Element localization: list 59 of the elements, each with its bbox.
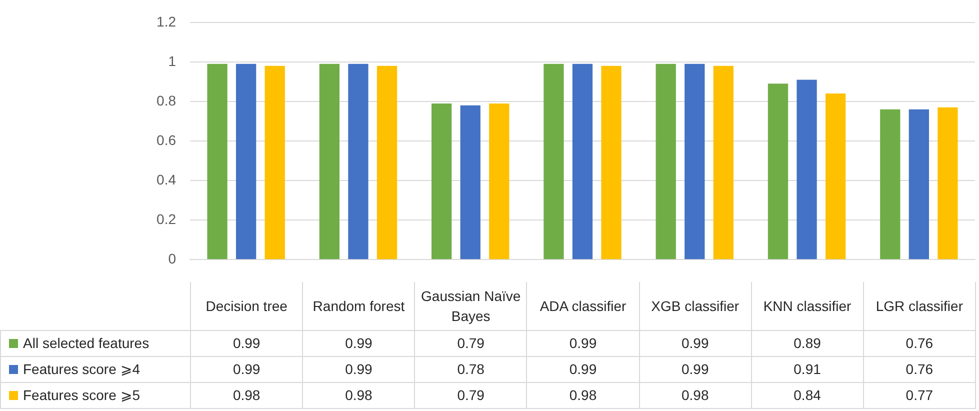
bar — [544, 64, 564, 260]
x-tick-label: XGB classifier — [639, 282, 752, 330]
data-label: 0.78 — [414, 356, 527, 382]
x-tick-label: Random forest — [302, 282, 415, 330]
data-label: 0.99 — [639, 330, 752, 356]
y-tick-label: 0.6 — [156, 132, 176, 148]
data-label: 0.91 — [751, 356, 864, 382]
bar — [319, 64, 340, 260]
data-label: 0.98 — [639, 382, 752, 408]
y-tick-label: 1 — [168, 52, 176, 69]
bar — [460, 105, 480, 260]
data-label: 0.77 — [863, 382, 976, 408]
bar — [376, 66, 398, 260]
data-label: 0.76 — [863, 356, 976, 382]
data-label: 0.99 — [190, 356, 303, 382]
y-tick-label: 1.2 — [156, 13, 176, 30]
bar — [938, 107, 958, 260]
bar — [656, 64, 676, 260]
x-tick-label: LGR classifier — [863, 282, 976, 330]
bar — [264, 66, 285, 260]
data-label: 0.89 — [751, 330, 864, 356]
y-tick-label: 0.8 — [156, 92, 176, 108]
bar — [796, 80, 817, 260]
bar — [348, 64, 368, 260]
bar — [713, 66, 734, 260]
bar — [572, 64, 593, 260]
bar — [684, 64, 705, 260]
x-tick-label: Decision tree — [190, 282, 303, 330]
bar — [601, 66, 622, 260]
data-label: 0.99 — [526, 330, 640, 356]
data-label: 0.99 — [302, 330, 415, 356]
x-tick-label: Gaussian Naïve Bayes — [414, 282, 527, 330]
legend-label: Features score ⩾4 — [0, 356, 190, 382]
data-label: 0.98 — [526, 382, 640, 408]
bar — [207, 64, 228, 260]
bar — [825, 94, 846, 260]
data-label: 0.99 — [302, 356, 415, 382]
bar — [768, 84, 788, 260]
data-label: 0.98 — [302, 382, 415, 408]
y-tick-label: 0 — [168, 250, 176, 266]
data-label: 0.99 — [639, 356, 752, 382]
data-label: 0.98 — [190, 382, 303, 408]
data-label: 0.76 — [863, 330, 976, 356]
bar — [236, 64, 256, 260]
data-label: 0.84 — [751, 382, 864, 408]
bar — [880, 109, 900, 260]
legend-label: Features score ⩾5 — [0, 382, 190, 408]
bar — [489, 103, 510, 260]
y-tick-label: 0.2 — [156, 210, 176, 227]
data-label: 0.79 — [414, 382, 527, 408]
y-tick-label: 0.4 — [156, 171, 176, 188]
x-tick-label: KNN classifier — [751, 282, 864, 330]
data-label: 0.99 — [190, 330, 303, 356]
bar — [908, 109, 930, 260]
data-label: 0.99 — [526, 356, 640, 382]
legend-label: All selected features — [0, 330, 190, 356]
bar — [432, 103, 452, 260]
x-tick-label: ADA classifier — [526, 282, 640, 330]
data-label: 0.79 — [414, 330, 527, 356]
